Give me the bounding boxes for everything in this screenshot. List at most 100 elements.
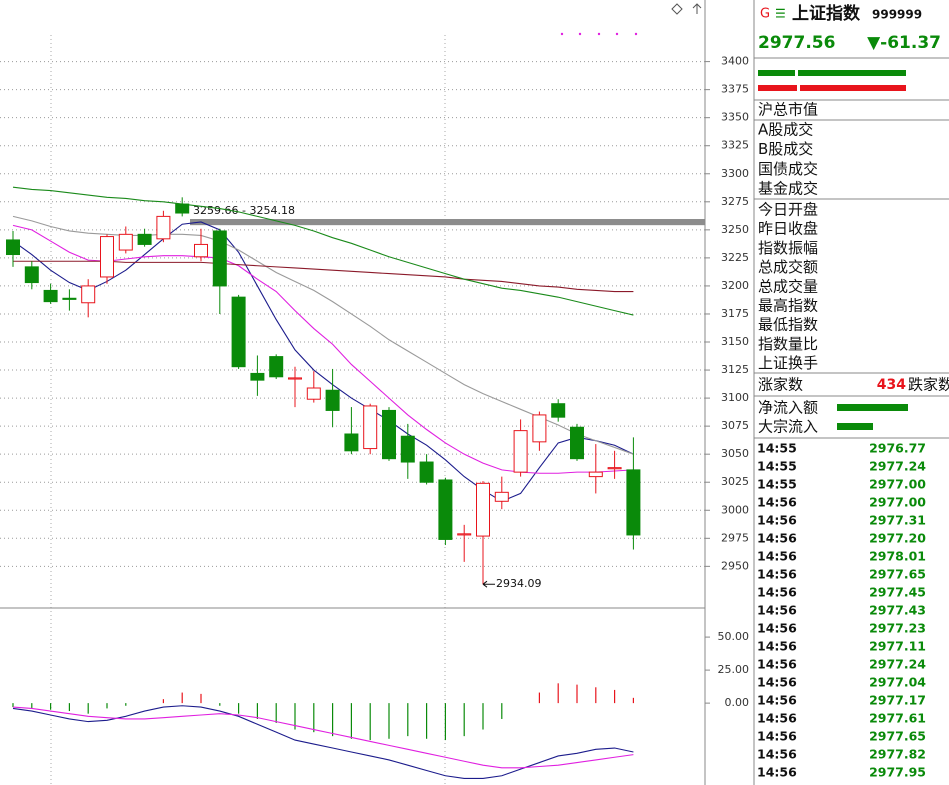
candle-body xyxy=(438,479,453,540)
y-tick-label: 3325 xyxy=(721,139,749,152)
tick-price: 2977.04 xyxy=(869,675,926,690)
dots xyxy=(560,32,638,36)
candle-body xyxy=(419,461,434,483)
flow-bar xyxy=(837,404,908,411)
candle-body xyxy=(363,405,378,450)
candle-body xyxy=(62,297,77,300)
candle-body xyxy=(382,409,396,460)
candle-body xyxy=(269,356,284,378)
advancers-label: 涨家数 xyxy=(758,376,803,394)
candle-body xyxy=(476,482,490,537)
index-label: 昨日收盘 xyxy=(758,220,818,238)
chart-area: 3259.66 - 3254.18 2934.09 xyxy=(0,35,705,785)
index-label: 总成交量 xyxy=(758,277,818,295)
tick-price: 2976.77 xyxy=(869,441,926,456)
candle-body xyxy=(306,387,321,400)
line-series xyxy=(12,186,634,316)
low-arrow xyxy=(482,580,495,588)
gap-band xyxy=(190,219,705,226)
badge[interactable]: G xyxy=(760,7,770,22)
dot xyxy=(560,32,564,36)
candle-body xyxy=(325,389,340,411)
market-label: B股成交 xyxy=(758,140,813,158)
tick-price: 2977.00 xyxy=(869,495,926,510)
index-label: 上证换手 xyxy=(758,354,818,372)
candle-body xyxy=(513,430,528,473)
tick-time: 14:56 xyxy=(757,765,797,780)
quote-panel: G ☰ 上证指数 999999 2977.56 ▼-61.37 涨家数 434 … xyxy=(754,3,949,780)
y-tick-label: 0.00 xyxy=(725,696,750,709)
index-label: 指数振幅 xyxy=(758,239,818,257)
index-code: 999999 xyxy=(872,8,922,22)
y-tick-label: 3125 xyxy=(721,363,749,376)
tick-time: 14:55 xyxy=(757,477,797,492)
y-tick-label: 25.00 xyxy=(718,663,750,676)
candle-body xyxy=(81,285,96,304)
candle-body xyxy=(156,215,171,240)
change: ▼-61.37 xyxy=(867,33,941,53)
y-tick-label: 3025 xyxy=(721,475,749,488)
index-name: 上证指数 xyxy=(792,3,861,24)
tick-price: 2977.65 xyxy=(869,729,926,744)
candle-body xyxy=(6,239,20,256)
tick-time: 14:56 xyxy=(757,567,797,582)
tick-price: 2977.17 xyxy=(869,693,926,708)
y-tick-label: 2950 xyxy=(721,559,749,572)
line-series xyxy=(13,260,634,293)
y-tick-label: 50.00 xyxy=(718,630,750,643)
y-tick-label: 3000 xyxy=(721,503,749,516)
market-label: 基金成交 xyxy=(758,180,818,198)
price: 2977.56 xyxy=(758,33,835,53)
y-tick-label: 3200 xyxy=(721,279,749,292)
tick-price: 2977.20 xyxy=(869,531,926,546)
candle-body xyxy=(43,289,58,303)
tick-price: 2977.65 xyxy=(869,567,926,582)
diamond-icon[interactable] xyxy=(671,3,683,15)
low-label: 2934.09 xyxy=(496,577,542,590)
tick-time: 14:56 xyxy=(757,639,797,654)
market-label: A股成交 xyxy=(758,121,813,139)
dot xyxy=(615,32,619,36)
gap-label: 3259.66 - 3254.18 xyxy=(193,204,295,217)
candle-body xyxy=(607,467,622,470)
tick-price: 2977.24 xyxy=(869,459,926,474)
tick-time: 14:56 xyxy=(757,693,797,708)
bar xyxy=(800,85,906,91)
y-tick-label: 2975 xyxy=(721,531,749,544)
index-label: 指数量比 xyxy=(758,335,818,353)
candle-body xyxy=(457,533,472,536)
tick-price: 2977.45 xyxy=(869,585,926,600)
candle-body xyxy=(175,203,190,214)
candle-body xyxy=(288,377,302,380)
candle-body xyxy=(24,266,39,284)
flow-label: 净流入额 xyxy=(758,399,818,417)
y-tick-label: 3050 xyxy=(721,447,749,460)
y-tick-label: 3400 xyxy=(721,55,749,68)
candle-body xyxy=(344,433,359,452)
up-icon[interactable] xyxy=(692,3,702,14)
menu-icon[interactable]: ☰ xyxy=(775,7,786,21)
candle-body xyxy=(626,469,641,536)
tick-time: 14:56 xyxy=(757,549,797,564)
tick-price: 2977.31 xyxy=(869,513,926,528)
y-tick-label: 3100 xyxy=(721,391,749,404)
candle-body xyxy=(231,296,246,368)
candle-body xyxy=(570,426,584,460)
tick-time: 14:56 xyxy=(757,585,797,600)
y-tick-label: 3075 xyxy=(721,419,749,432)
tick-price: 2977.00 xyxy=(869,477,926,492)
tick-time: 14:56 xyxy=(757,495,797,510)
y-tick-label: 3150 xyxy=(721,335,749,348)
bar xyxy=(758,85,797,91)
index-label: 最低指数 xyxy=(758,316,818,334)
y-tick-label: 3375 xyxy=(721,83,749,96)
candle-body xyxy=(250,372,265,381)
y-tick-label: 3225 xyxy=(721,251,749,264)
tick-time: 14:56 xyxy=(757,531,797,546)
candle-body xyxy=(212,230,227,287)
tick-price: 2977.82 xyxy=(869,747,926,762)
y-tick-label: 3175 xyxy=(721,307,749,320)
advancers: 434 xyxy=(877,377,906,393)
